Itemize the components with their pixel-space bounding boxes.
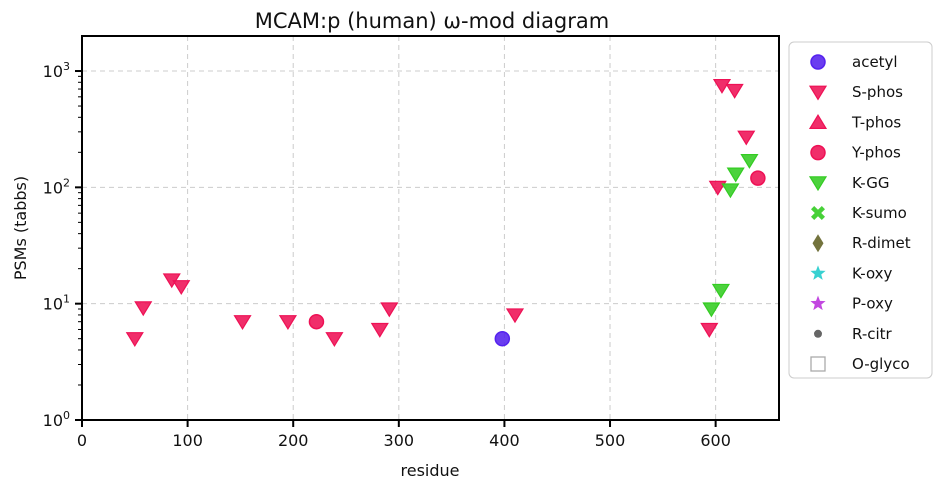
y-tick-label: 103 <box>43 60 70 81</box>
x-tick-label: 400 <box>489 431 520 450</box>
data-points <box>125 78 766 348</box>
legend-marker-k-gg <box>808 176 828 192</box>
x-tick-label: 0 <box>77 431 87 450</box>
data-point-s-phos <box>278 315 297 331</box>
legend: acetyl S-phos T-phos Y-phos K-GG K-sumo R-dime… <box>788 41 933 379</box>
legend-label: Y-phos <box>851 144 901 162</box>
x-tick-label: 300 <box>384 431 415 450</box>
x-tick-label: 100 <box>172 431 203 450</box>
data-point-s-phos <box>380 302 399 318</box>
data-point-s-phos <box>172 280 191 296</box>
data-point-s-phos <box>708 180 727 196</box>
data-point-k-gg <box>711 283 730 299</box>
legend-label: T-phos <box>851 113 901 131</box>
legend-label: O-glyco <box>852 355 910 373</box>
y-tick-label: 100 <box>43 409 70 430</box>
plot-frame <box>81 35 780 421</box>
data-point-acetyl <box>494 330 511 347</box>
legend-label: K-GG <box>852 174 889 192</box>
y-axis-label: PSMs (tabbs) <box>11 176 30 280</box>
data-point-s-phos <box>125 332 144 348</box>
x-tick-label: 500 <box>595 431 626 450</box>
x-tick-label: 600 <box>700 431 731 450</box>
data-point-y-phos <box>308 313 325 330</box>
chart-title: MCAM:p (human) ω-mod diagram <box>255 9 609 33</box>
data-point-y-phos <box>750 170 766 186</box>
legend-label: S-phos <box>852 83 903 101</box>
legend-label: K-sumo <box>852 204 907 222</box>
y-tick-exponent: 0 <box>63 409 70 422</box>
x-tick-label: 200 <box>278 431 309 450</box>
legend-marker-r-citr <box>814 329 822 338</box>
gridlines <box>82 36 779 420</box>
data-point-s-phos <box>134 301 153 317</box>
legend-label: K-oxy <box>852 264 893 282</box>
y-tick-label: 101 <box>43 293 70 314</box>
legend-marker-t-phos <box>808 114 828 129</box>
data-point-s-phos <box>725 83 744 99</box>
legend-marker-s-phos <box>808 85 828 101</box>
y-tick-base: 10 <box>43 411 63 430</box>
data-point-k-gg <box>726 167 745 183</box>
data-point-s-phos <box>712 78 732 94</box>
legend-marker-o-glyco <box>810 356 826 372</box>
y-tick-base: 10 <box>43 62 63 81</box>
legend-marker-k-sumo <box>811 206 825 220</box>
y-tick-exponent: 1 <box>63 293 70 306</box>
legend-marker-p-oxy <box>810 295 826 311</box>
legend-label: R-dimet <box>852 234 911 252</box>
data-point-s-phos <box>700 322 719 338</box>
data-point-k-gg <box>740 153 759 169</box>
y-tick-base: 10 <box>43 295 63 314</box>
data-point-s-phos <box>325 332 344 348</box>
legend-marker-y-phos <box>810 144 826 161</box>
y-tick-exponent: 3 <box>63 60 70 73</box>
legend-marker-r-dimet <box>812 234 824 253</box>
y-tick-base: 10 <box>43 178 63 197</box>
y-tick-exponent: 2 <box>63 176 70 189</box>
legend-label: acetyl <box>852 53 898 71</box>
data-point-k-gg <box>702 302 721 318</box>
x-axis-label: residue <box>401 461 460 480</box>
data-point-s-phos <box>737 130 756 146</box>
data-point-s-phos <box>505 308 525 324</box>
legend-label: R-citr <box>852 325 893 343</box>
data-point-s-phos <box>370 322 389 338</box>
y-tick-label: 102 <box>43 176 70 197</box>
data-point-s-phos <box>233 315 252 331</box>
legend-marker-acetyl <box>810 54 826 70</box>
data-point-k-gg <box>721 183 740 199</box>
legend-label: P-oxy <box>852 295 893 313</box>
legend-marker-k-oxy <box>810 265 826 280</box>
